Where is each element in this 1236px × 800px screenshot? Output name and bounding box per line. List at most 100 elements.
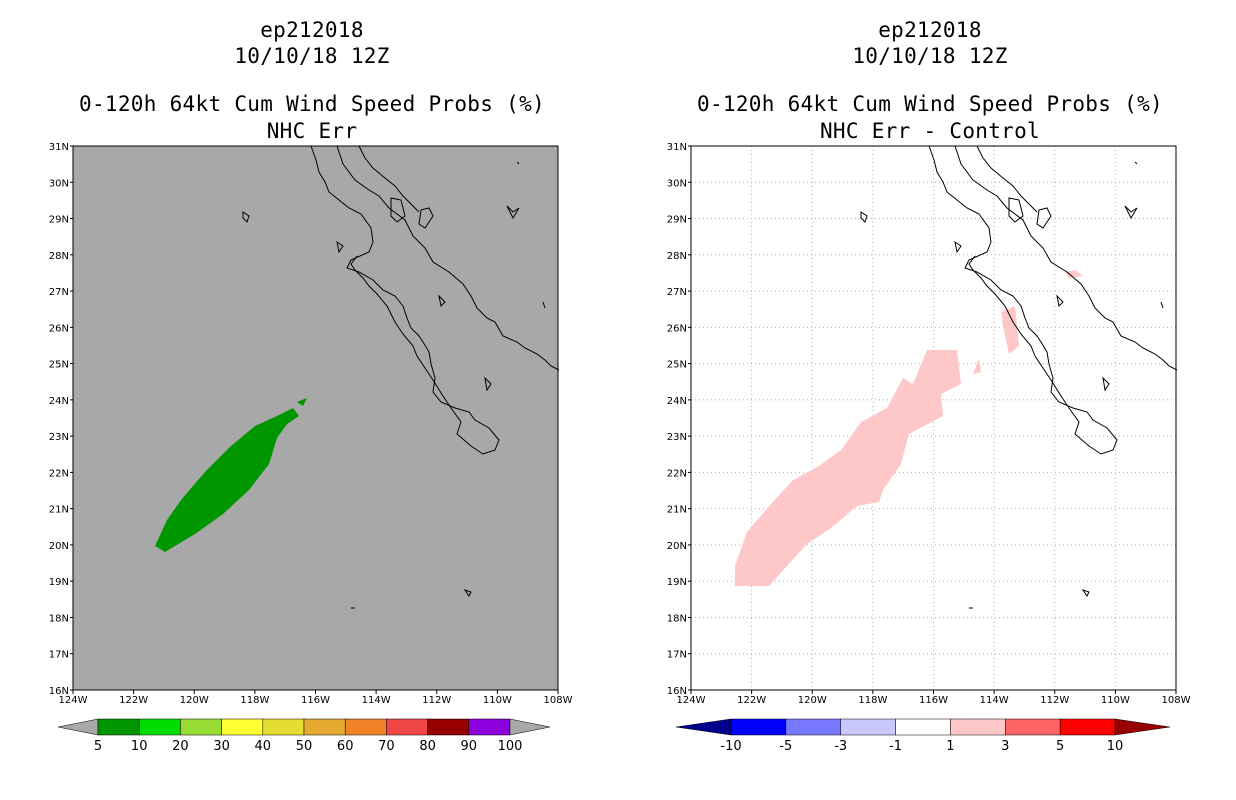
left-lat-label: 19N bbox=[49, 577, 69, 588]
right-lon-label: 110W bbox=[1101, 695, 1130, 706]
left-colorbar-swatch bbox=[386, 718, 428, 736]
left-lat-label: 24N bbox=[49, 396, 69, 407]
right-colorbar-label: 10 bbox=[1107, 739, 1124, 754]
right-lat-label: 30N bbox=[667, 178, 687, 189]
left-lat-label: 20N bbox=[49, 541, 69, 552]
right-lon-label: 122W bbox=[737, 695, 766, 706]
right-lat-label: 27N bbox=[667, 287, 687, 298]
left-lat-label: 28N bbox=[49, 251, 69, 262]
right-colorbar-label: -1 bbox=[889, 739, 902, 754]
right-title-storm-id: ep212018 bbox=[878, 18, 982, 42]
left-lon-label: 124W bbox=[59, 695, 88, 706]
right-lat-label: 21N bbox=[667, 505, 687, 516]
left-lon-axis: 124W 122W 120W 118W 116W 114W 112W 110W 108W bbox=[59, 690, 573, 706]
right-lat-label: 18N bbox=[667, 613, 687, 624]
left-colorbar-label: 10 bbox=[131, 739, 148, 754]
left-map bbox=[72, 145, 560, 691]
left-lat-label: 26N bbox=[49, 323, 69, 334]
left-colorbar-label: 50 bbox=[296, 739, 313, 754]
left-title-storm-id: ep212018 bbox=[260, 18, 364, 42]
right-lat-label: 23N bbox=[667, 432, 687, 443]
right-lat-label: 25N bbox=[667, 360, 687, 371]
left-lat-label: 27N bbox=[49, 287, 69, 298]
left-colorbar-swatch bbox=[427, 718, 470, 736]
left-lon-label: 110W bbox=[483, 695, 512, 706]
left-lat-axis: 31N 30N 29N 28N 27N 26N 25N 24N 23N 22N 21N 20N 19N 1… bbox=[49, 142, 73, 697]
left-colorbar-label: 60 bbox=[337, 739, 354, 754]
right-lat-label: 16N bbox=[667, 686, 687, 697]
right-lon-label: 116W bbox=[919, 695, 948, 706]
left-colorbar-swatch bbox=[344, 718, 387, 736]
left-lat-label: 22N bbox=[49, 468, 69, 479]
right-lon-axis: 124W 122W 120W 118W 116W 114W 112W 110W 108W bbox=[677, 690, 1191, 706]
right-difference-contour bbox=[735, 350, 961, 586]
left-colorbar-label: 20 bbox=[172, 739, 189, 754]
left-lon-label: 116W bbox=[301, 695, 330, 706]
left-colorbar-label: 90 bbox=[461, 739, 478, 754]
left-probability-contour bbox=[155, 408, 299, 552]
left-lon-label: 118W bbox=[240, 695, 269, 706]
right-title-product: 0-120h 64kt Cum Wind Speed Probs (%) bbox=[697, 92, 1163, 116]
left-lat-label: 30N bbox=[49, 178, 69, 189]
right-colorbar-label: -3 bbox=[834, 739, 847, 754]
right-lon-label: 118W bbox=[858, 695, 887, 706]
left-lat-label: 18N bbox=[49, 613, 69, 624]
left-lon-label: 112W bbox=[422, 695, 451, 706]
right-lon-label: 120W bbox=[798, 695, 827, 706]
right-colorbar-swatch bbox=[1059, 718, 1116, 736]
right-colorbar-swatch bbox=[840, 718, 896, 736]
right-lon-label: 108W bbox=[1162, 695, 1191, 706]
right-difference-blob-3 bbox=[1065, 270, 1083, 278]
left-lon-label: 108W bbox=[544, 695, 573, 706]
right-lon-label: 112W bbox=[1040, 695, 1069, 706]
right-lat-label: 20N bbox=[667, 541, 687, 552]
left-lon-label: 120W bbox=[180, 695, 209, 706]
left-lat-label: 16N bbox=[49, 686, 69, 697]
right-colorbar-label: 5 bbox=[1056, 739, 1064, 754]
right-colorbar: -10 -5 -3 -1 1 3 5 10 bbox=[675, 718, 1171, 754]
right-colorbar-label: -10 bbox=[720, 739, 741, 754]
left-colorbar: 5 10 20 30 40 50 60 70 80 90 100 bbox=[57, 718, 551, 754]
left-colorbar-label: 80 bbox=[419, 739, 436, 754]
right-colorbar-swatch bbox=[895, 718, 951, 736]
right-colorbar-swatch bbox=[785, 718, 841, 736]
left-lat-label: 23N bbox=[49, 432, 69, 443]
right-colorbar-label: 3 bbox=[1001, 739, 1009, 754]
right-lat-label: 26N bbox=[667, 323, 687, 334]
left-colorbar-swatch bbox=[262, 718, 305, 736]
right-lat-label: 31N bbox=[667, 142, 687, 153]
left-colorbar-swatch bbox=[138, 718, 181, 736]
left-lat-label: 29N bbox=[49, 215, 69, 226]
left-colorbar-swatch bbox=[221, 718, 264, 736]
left-colorbar-label: 40 bbox=[255, 739, 272, 754]
left-colorbar-swatch bbox=[180, 718, 222, 736]
left-lon-label: 114W bbox=[362, 695, 391, 706]
left-title-datetime: 10/10/18 12Z bbox=[234, 44, 390, 68]
right-lat-label: 22N bbox=[667, 468, 687, 479]
left-lat-label: 31N bbox=[49, 142, 69, 153]
left-lat-label: 25N bbox=[49, 360, 69, 371]
left-lat-label: 17N bbox=[49, 650, 69, 661]
left-colorbar-label: 70 bbox=[378, 739, 395, 754]
right-colorbar-label: 1 bbox=[946, 739, 954, 754]
right-colorbar-swatch bbox=[950, 718, 1006, 736]
left-title-subtitle: NHC Err bbox=[266, 119, 358, 143]
right-lat-label: 29N bbox=[667, 215, 687, 226]
right-title-subtitle: NHC Err - Control bbox=[819, 119, 1041, 143]
left-lon-label: 122W bbox=[119, 695, 148, 706]
right-difference-blob-1 bbox=[973, 358, 981, 374]
right-lat-axis: 31N 30N 29N 28N 27N 26N 25N 24N 23N 22N 21N 20N 19N 1… bbox=[667, 142, 691, 697]
left-probability-blob bbox=[297, 398, 307, 406]
left-colorbar-label: 5 bbox=[94, 739, 102, 754]
right-difference-blob-2 bbox=[1001, 306, 1019, 354]
right-lat-label: 17N bbox=[667, 650, 687, 661]
right-colorbar-swatch bbox=[1005, 718, 1061, 736]
right-lon-label: 124W bbox=[677, 695, 706, 706]
right-lat-label: 24N bbox=[667, 396, 687, 407]
right-map bbox=[690, 145, 1178, 691]
right-lat-label: 19N bbox=[667, 577, 687, 588]
right-title-datetime: 10/10/18 12Z bbox=[852, 44, 1008, 68]
left-colorbar-label: 100 bbox=[498, 739, 523, 754]
left-title-product: 0-120h 64kt Cum Wind Speed Probs (%) bbox=[79, 92, 545, 116]
